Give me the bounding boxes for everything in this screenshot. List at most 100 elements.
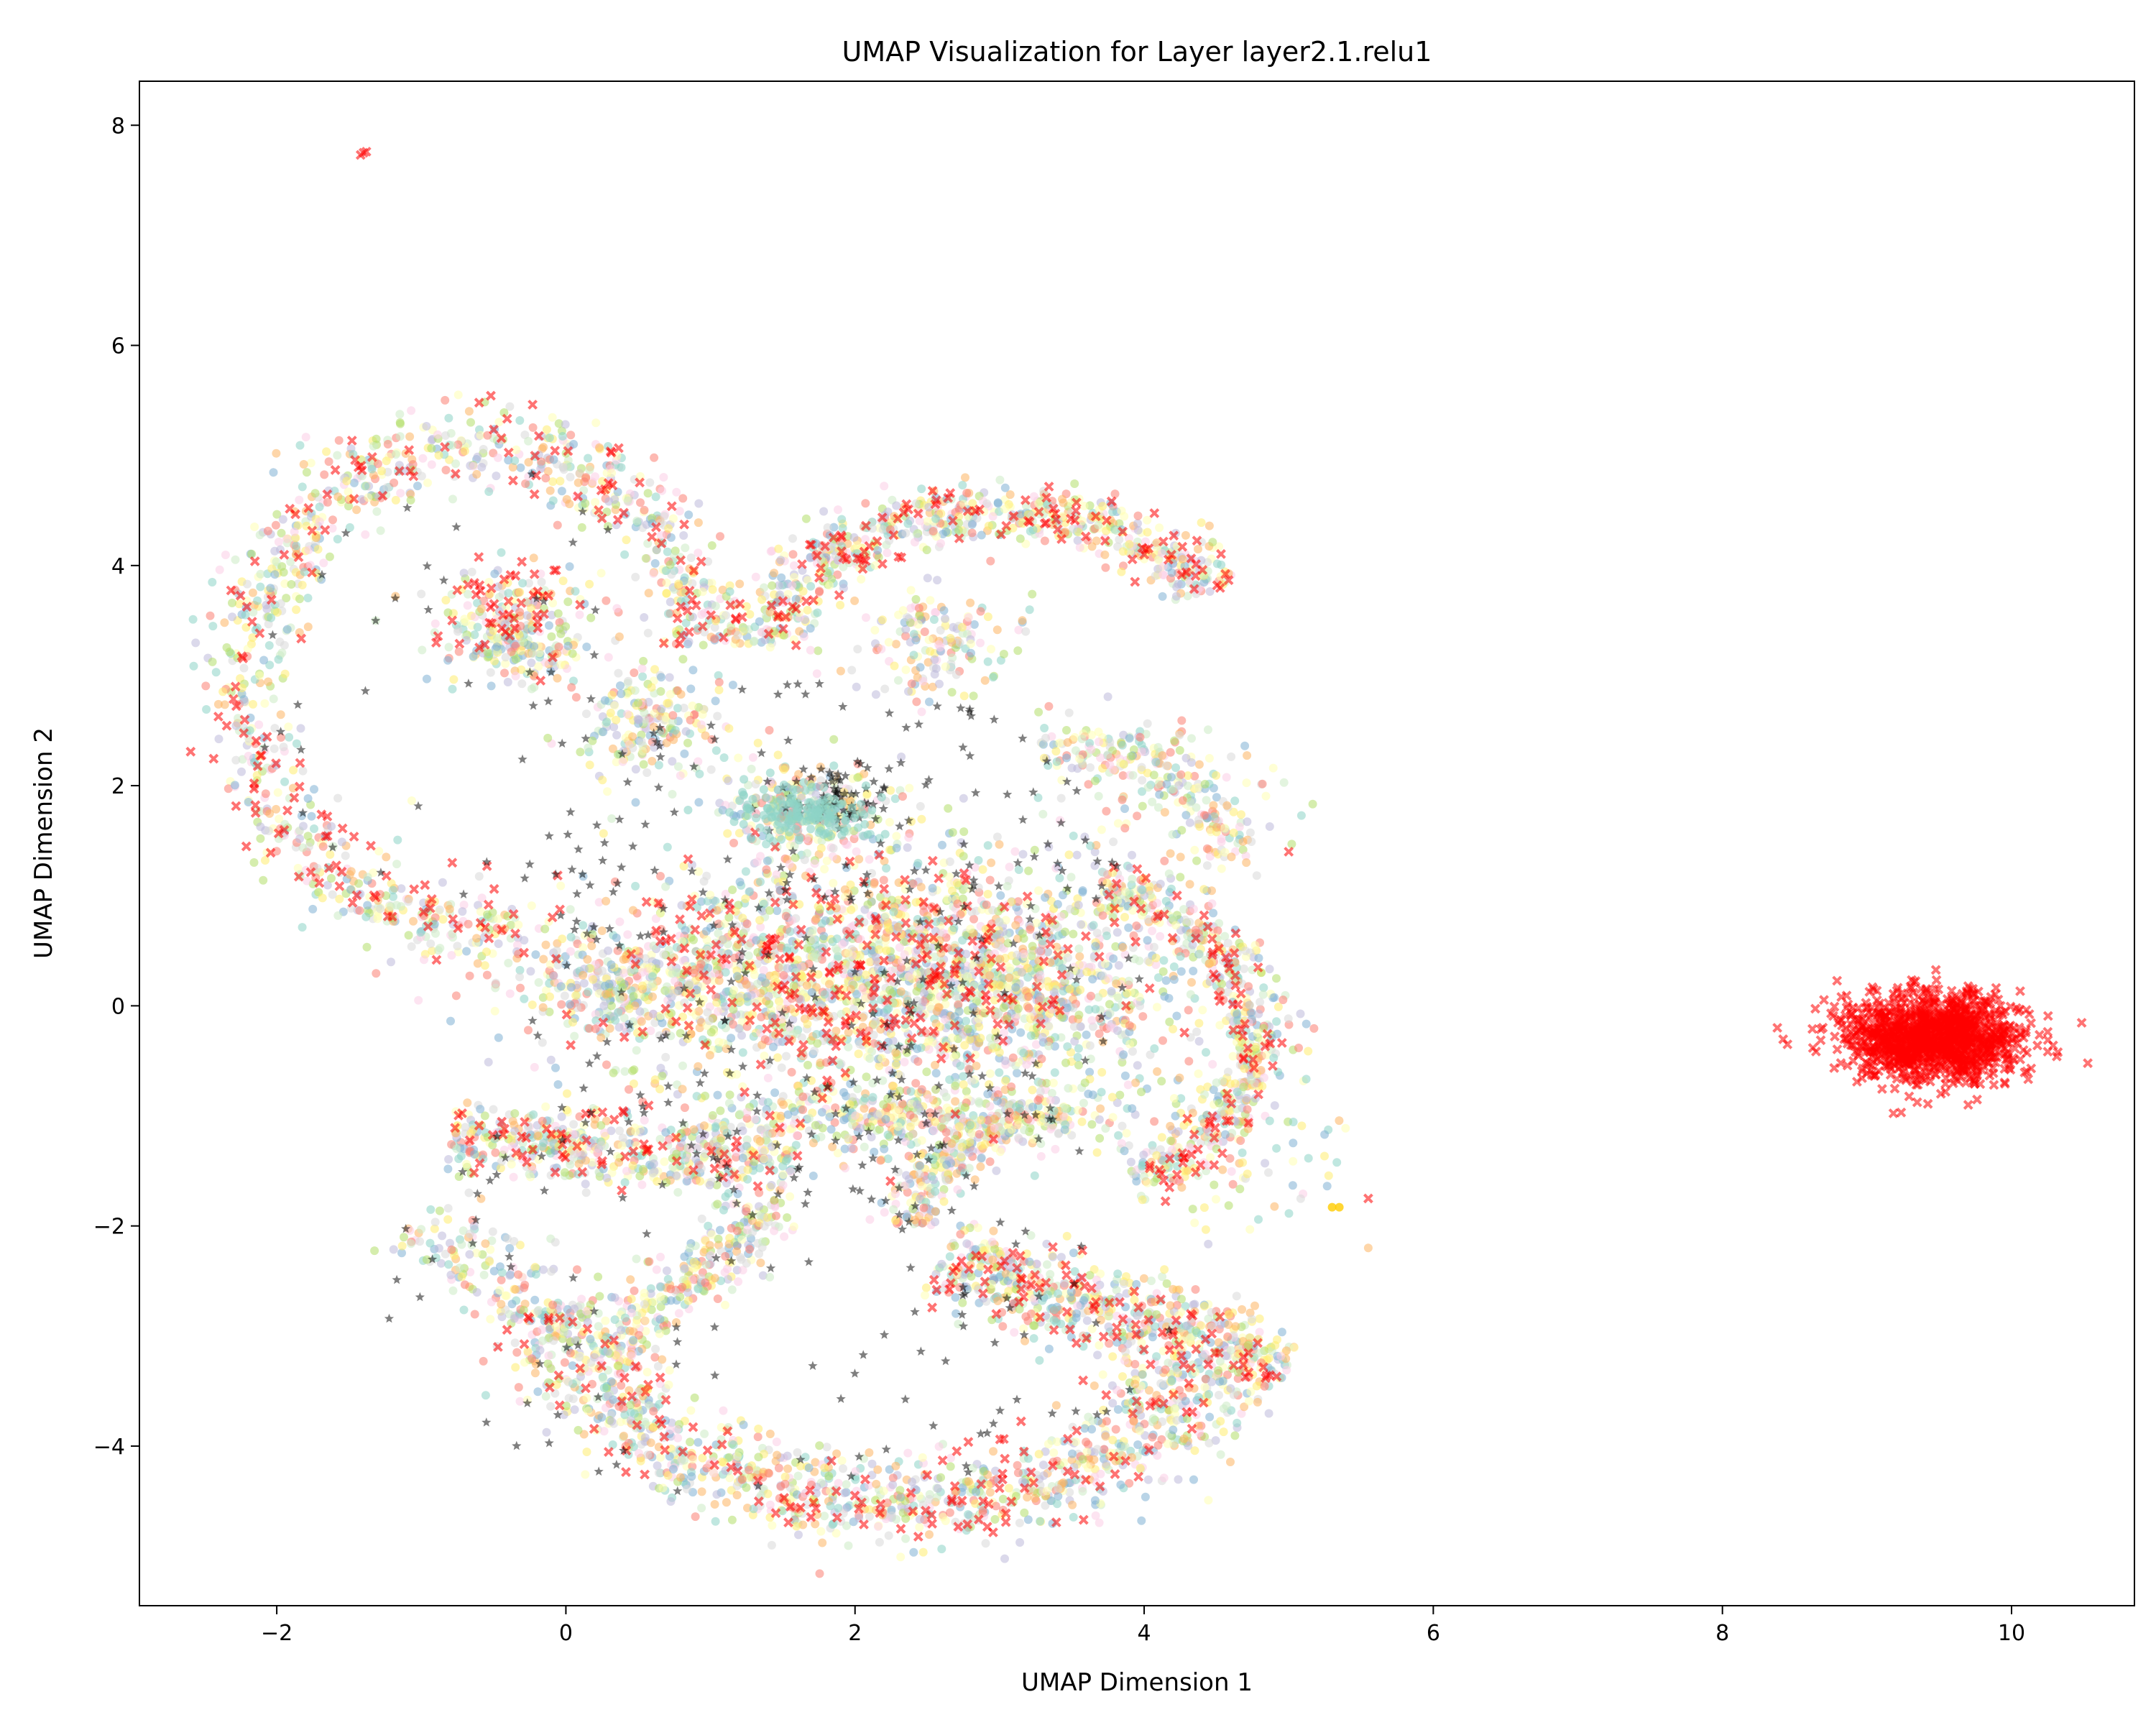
circle-point bbox=[435, 905, 444, 914]
circle-point bbox=[494, 1033, 503, 1042]
circle-point bbox=[966, 924, 975, 934]
circle-point bbox=[1125, 1021, 1134, 1030]
circle-point bbox=[947, 1033, 957, 1042]
circle-point bbox=[614, 668, 623, 678]
circle-point bbox=[763, 1073, 773, 1082]
circle-point bbox=[631, 572, 640, 581]
circle-point bbox=[926, 1002, 935, 1011]
circle-point bbox=[248, 633, 257, 643]
circle-point bbox=[631, 765, 640, 774]
circle-point bbox=[264, 827, 273, 835]
circle-point bbox=[534, 662, 543, 671]
circle-point bbox=[853, 645, 862, 654]
circle-point bbox=[945, 873, 954, 881]
circle-point bbox=[555, 618, 564, 627]
circle-point bbox=[527, 684, 536, 694]
circle-point bbox=[573, 478, 583, 487]
circle-point bbox=[728, 886, 737, 894]
circle-point bbox=[639, 656, 648, 666]
circle-point bbox=[313, 863, 322, 873]
circle-point bbox=[1190, 845, 1199, 855]
circle-point bbox=[757, 1013, 766, 1021]
circle-point bbox=[680, 1103, 689, 1113]
circle-point bbox=[308, 904, 318, 914]
circle-point bbox=[634, 698, 642, 707]
circle-point bbox=[806, 645, 815, 655]
circle-point bbox=[1041, 893, 1050, 902]
circle-point bbox=[292, 541, 301, 551]
circle-point bbox=[377, 466, 386, 476]
circle-point bbox=[865, 855, 874, 864]
circle-point bbox=[612, 730, 622, 740]
circle-point bbox=[984, 521, 993, 530]
circle-point bbox=[905, 783, 914, 793]
circle-point bbox=[953, 878, 962, 888]
circle-point bbox=[295, 594, 304, 604]
circle-point bbox=[222, 643, 231, 652]
circle-point bbox=[638, 746, 648, 755]
circle-point bbox=[276, 599, 285, 608]
circle-point bbox=[278, 515, 287, 524]
circle-point bbox=[548, 496, 558, 505]
circle-point bbox=[505, 989, 515, 998]
circle-point bbox=[741, 867, 750, 876]
circle-point bbox=[301, 433, 310, 442]
circle-point bbox=[318, 842, 328, 851]
circle-point bbox=[701, 731, 710, 740]
circle-point bbox=[1054, 931, 1063, 940]
circle-point bbox=[679, 862, 688, 871]
circle-point bbox=[995, 840, 1004, 849]
circle-point bbox=[599, 829, 608, 838]
circle-point bbox=[714, 678, 724, 687]
circle-point bbox=[1089, 921, 1098, 930]
circle-point bbox=[777, 573, 786, 582]
circle-point bbox=[454, 647, 464, 656]
circle-point bbox=[303, 594, 313, 602]
circle-point bbox=[213, 699, 223, 709]
circle-point bbox=[1102, 526, 1111, 535]
circle-point bbox=[985, 1157, 995, 1167]
circle-point bbox=[333, 911, 343, 920]
circle-point bbox=[508, 463, 517, 472]
circle-point bbox=[755, 916, 765, 925]
circle-point bbox=[463, 601, 472, 610]
circle-point bbox=[545, 433, 554, 443]
circle-point bbox=[663, 699, 672, 708]
circle-point bbox=[449, 675, 459, 684]
circle-point bbox=[744, 951, 753, 960]
circle-point bbox=[414, 995, 423, 1005]
circle-point bbox=[880, 684, 890, 694]
circle-point bbox=[810, 1046, 819, 1056]
circle-point bbox=[640, 505, 649, 515]
circle-point bbox=[1164, 993, 1174, 1003]
circle-point bbox=[898, 792, 907, 801]
circle-point bbox=[208, 578, 217, 586]
circle-point bbox=[362, 942, 372, 952]
circle-point bbox=[885, 985, 895, 995]
circle-point bbox=[996, 891, 1005, 900]
circle-point bbox=[286, 557, 295, 566]
circle-point bbox=[1100, 550, 1110, 559]
circle-point bbox=[916, 801, 925, 811]
circle-point bbox=[491, 978, 500, 988]
circle-point bbox=[264, 677, 273, 686]
circle-point bbox=[742, 980, 751, 989]
circle-point bbox=[1155, 523, 1164, 533]
circle-point bbox=[892, 843, 901, 852]
circle-point bbox=[994, 941, 1003, 950]
circle-point bbox=[812, 1030, 821, 1039]
circle-point bbox=[397, 884, 406, 893]
circle-point bbox=[441, 466, 451, 474]
circle-point bbox=[1084, 1005, 1094, 1014]
circle-point bbox=[710, 969, 719, 978]
circle-point bbox=[857, 574, 866, 584]
circle-point bbox=[319, 558, 328, 568]
circle-point bbox=[1036, 993, 1045, 1003]
circle-point bbox=[725, 1090, 734, 1100]
circle-point bbox=[585, 760, 594, 770]
circle-point bbox=[987, 645, 995, 654]
circle-point bbox=[1000, 483, 1010, 492]
circle-point bbox=[597, 926, 607, 935]
circle-point bbox=[352, 505, 361, 515]
circle-point bbox=[681, 926, 690, 935]
